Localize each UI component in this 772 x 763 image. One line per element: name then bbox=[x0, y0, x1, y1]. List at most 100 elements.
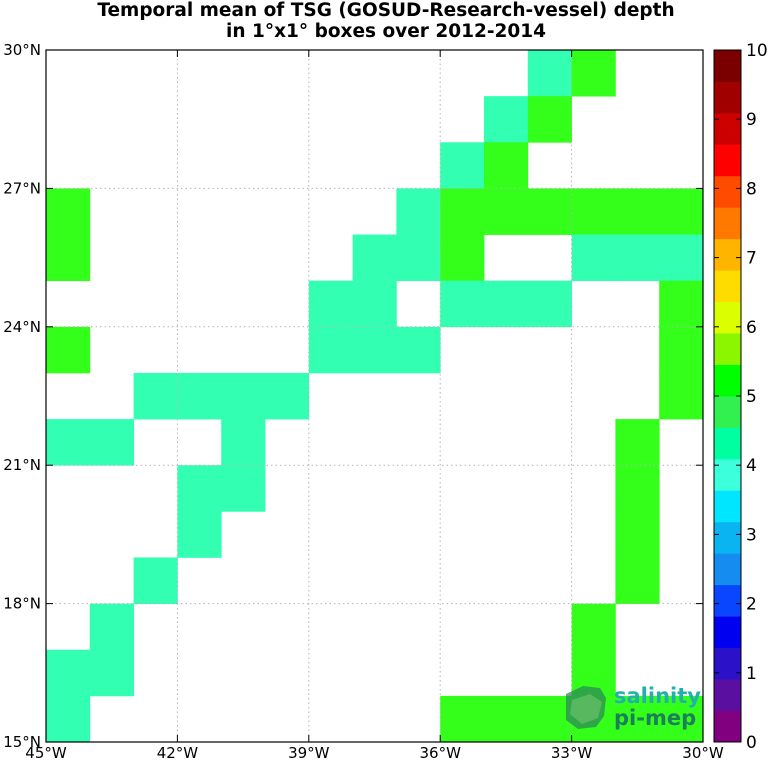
colorbar-tick-label: 10 bbox=[746, 41, 768, 61]
colorbar-segment bbox=[714, 396, 741, 428]
colorbar-segment bbox=[714, 81, 741, 114]
colorbar-segment bbox=[714, 490, 741, 523]
heatmap-cell bbox=[615, 695, 660, 743]
y-tick-label: 15°N bbox=[3, 733, 41, 751]
heatmap-cell bbox=[615, 465, 660, 512]
heatmap-cell bbox=[440, 280, 485, 328]
colorbar-segment bbox=[714, 238, 741, 271]
heatmap-cell bbox=[440, 234, 485, 282]
heatmap-cell bbox=[571, 188, 616, 235]
colorbar bbox=[714, 50, 741, 743]
heatmap-cell bbox=[527, 280, 572, 328]
colorbar-tick-label: 3 bbox=[746, 525, 757, 545]
colorbar-segment bbox=[714, 175, 741, 208]
colorbar-segment bbox=[714, 521, 741, 554]
heatmap-cell bbox=[484, 695, 529, 743]
colorbar-tick-label: 7 bbox=[746, 249, 757, 269]
plot-frame bbox=[45, 49, 704, 743]
heatmap-cell bbox=[571, 603, 616, 651]
x-tick-label: 42°W bbox=[157, 744, 199, 762]
heatmap-cell bbox=[615, 511, 660, 558]
heatmap-cell bbox=[89, 603, 134, 651]
colorbar-tick-label: 9 bbox=[746, 110, 757, 130]
colorbar-segment bbox=[714, 364, 741, 397]
heatmap-cell bbox=[133, 372, 178, 420]
heatmap-cell bbox=[221, 465, 266, 512]
y-tick-label: 27°N bbox=[3, 179, 41, 197]
y-tick-label: 24°N bbox=[3, 318, 41, 336]
colorbar-segment bbox=[714, 710, 741, 743]
heatmap-cell bbox=[615, 557, 660, 604]
colorbar-segment bbox=[714, 427, 741, 460]
heatmap-cell bbox=[615, 188, 660, 235]
heatmap-cell bbox=[440, 188, 485, 235]
heatmap-cell bbox=[46, 649, 91, 697]
colorbar-tick-label: 1 bbox=[746, 664, 757, 684]
chart-title-line-1: Temporal mean of TSG (GOSUD-Research-ves… bbox=[97, 0, 675, 21]
colorbar-tick-label: 8 bbox=[746, 179, 757, 199]
heatmap-cell bbox=[46, 695, 91, 743]
colorbar-tick-label: 2 bbox=[746, 595, 757, 615]
heatmap-cell bbox=[46, 188, 91, 235]
heatmap-cell bbox=[484, 96, 529, 143]
heatmap-cell bbox=[221, 372, 266, 420]
colorbar-segment bbox=[714, 679, 741, 711]
heatmap-cell bbox=[527, 96, 572, 143]
colorbar-tick-label: 0 bbox=[746, 733, 757, 753]
heatmap-cell bbox=[46, 234, 91, 282]
heatmap-cell bbox=[352, 280, 397, 328]
colorbar-segment bbox=[714, 270, 741, 303]
salinity-pi-mep-logo: salinity pi-mep bbox=[566, 684, 701, 730]
colorbar-segment bbox=[714, 616, 741, 649]
heatmap-cell bbox=[659, 234, 704, 282]
colorbar-tick-label: 4 bbox=[746, 456, 757, 476]
heatmap-cell bbox=[308, 326, 353, 374]
axis-ticks: 45°W 42°W 39°W 36°W 33°W 30°W 15°N 18°N 21°N 24°N… bbox=[3, 41, 724, 762]
heatmap-cell bbox=[177, 511, 222, 558]
heatmap-cell bbox=[484, 142, 529, 189]
colorbar-segment bbox=[714, 144, 741, 177]
x-tick-label: 33°W bbox=[551, 744, 593, 762]
heatmap-cell bbox=[89, 419, 134, 466]
heatmap-cell bbox=[571, 234, 616, 282]
heatmap-cell bbox=[659, 695, 704, 743]
heatmap-cell bbox=[46, 326, 91, 374]
colorbar-tick-label: 6 bbox=[746, 318, 757, 338]
heatmap-cell bbox=[484, 280, 529, 328]
heatmap-cell bbox=[46, 419, 91, 466]
colorbar-ticks: 0 1 2 3 4 5 6 7 8 9 10 bbox=[714, 41, 768, 753]
heatmap-cell bbox=[527, 695, 572, 743]
heatmap-cell bbox=[396, 326, 441, 374]
x-tick-label: 39°W bbox=[288, 744, 330, 762]
colorbar-tick-label: 5 bbox=[746, 387, 757, 407]
heatmap-cell bbox=[659, 188, 704, 235]
chart-title-line-2: in 1°x1° boxes over 2012-2014 bbox=[226, 21, 546, 42]
heatmap-cell bbox=[177, 372, 222, 420]
heatmap-cell bbox=[659, 280, 704, 328]
heatmap-cell bbox=[89, 649, 134, 697]
heatmap-cell bbox=[396, 234, 441, 282]
heatmap-cell bbox=[440, 695, 485, 743]
heatmap-cell bbox=[352, 234, 397, 282]
heatmap-cell bbox=[571, 50, 616, 97]
y-tick-label: 18°N bbox=[3, 595, 41, 613]
colorbar-segment bbox=[714, 584, 741, 617]
heatmap-cell bbox=[265, 372, 310, 420]
heatmap-cell bbox=[484, 188, 529, 235]
heatmap-cell bbox=[308, 280, 353, 328]
logo-text-pi-mep: pi-mep bbox=[614, 706, 696, 730]
logo-mark-inner-icon bbox=[570, 694, 602, 724]
colorbar-segment bbox=[714, 301, 741, 334]
heatmap-cell bbox=[440, 142, 485, 189]
heatmap-cell bbox=[352, 326, 397, 374]
colorbar-segment bbox=[714, 207, 741, 240]
heatmap-cell bbox=[177, 465, 222, 512]
heatmap-cell bbox=[527, 188, 572, 235]
heatmap-cell bbox=[527, 50, 572, 97]
heatmap-cell bbox=[396, 188, 441, 235]
y-tick-label: 21°N bbox=[3, 456, 41, 474]
heatmap-cell bbox=[659, 326, 704, 374]
x-tick-label: 36°W bbox=[419, 744, 461, 762]
heatmap-cell bbox=[615, 419, 660, 466]
